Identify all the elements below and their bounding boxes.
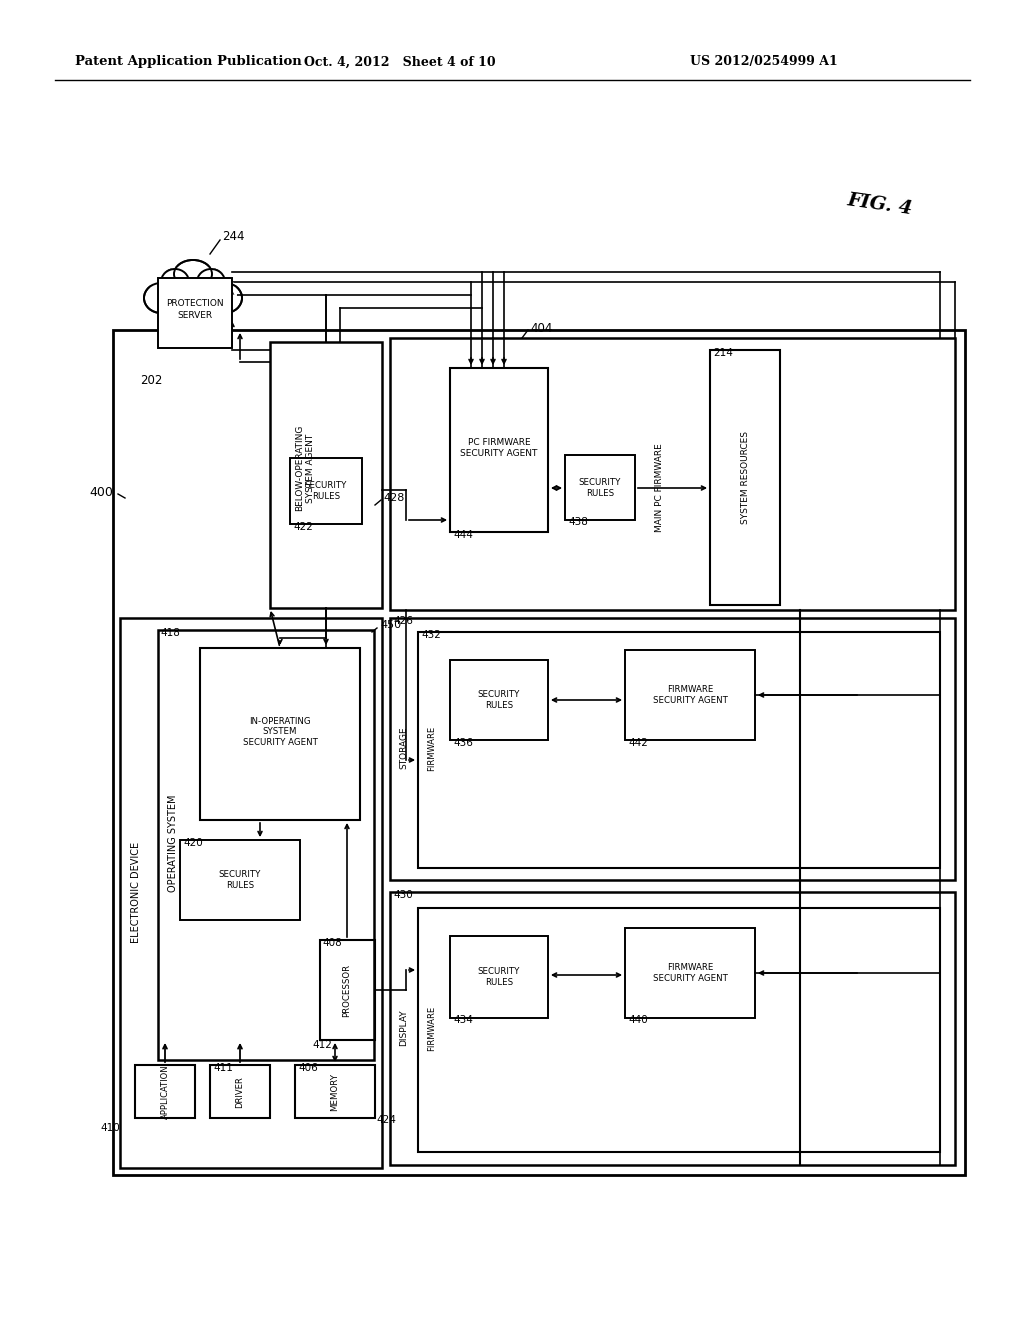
Ellipse shape <box>161 269 189 294</box>
Text: STORAGE: STORAGE <box>399 727 409 770</box>
Text: PC FIRMWARE
SECURITY AGENT: PC FIRMWARE SECURITY AGENT <box>461 438 538 458</box>
Text: PROTECTION: PROTECTION <box>166 298 224 308</box>
Text: 411: 411 <box>213 1063 232 1073</box>
Text: 418: 418 <box>160 628 180 638</box>
Ellipse shape <box>197 269 225 294</box>
Text: SECURITY
RULES: SECURITY RULES <box>478 968 520 987</box>
Bar <box>418 632 940 869</box>
Text: SECURITY
RULES: SECURITY RULES <box>219 870 261 890</box>
Text: MAIN PC FIRMWARE: MAIN PC FIRMWARE <box>655 444 665 532</box>
Text: FIG. 4: FIG. 4 <box>846 191 914 219</box>
Text: 400: 400 <box>89 486 113 499</box>
Bar <box>319 940 375 1040</box>
Text: APPLICATION: APPLICATION <box>161 1065 170 1119</box>
Text: 440: 440 <box>628 1015 648 1026</box>
Text: PROCESSOR: PROCESSOR <box>342 964 351 1016</box>
Text: 420: 420 <box>183 838 203 847</box>
Text: MEMORY: MEMORY <box>331 1073 340 1111</box>
Bar <box>450 936 548 1018</box>
Text: SYSTEM RESOURCES: SYSTEM RESOURCES <box>740 432 750 524</box>
Text: 450: 450 <box>380 620 401 630</box>
Text: 244: 244 <box>222 231 245 243</box>
Bar <box>390 892 955 1166</box>
Text: 426: 426 <box>393 616 413 626</box>
Bar <box>390 618 955 880</box>
Text: 202: 202 <box>140 374 163 387</box>
Text: 408: 408 <box>322 939 342 948</box>
Text: IN-OPERATING
SYSTEM
SECURITY AGENT: IN-OPERATING SYSTEM SECURITY AGENT <box>243 717 317 747</box>
Bar <box>290 458 362 524</box>
Bar <box>418 908 940 1152</box>
Text: Oct. 4, 2012   Sheet 4 of 10: Oct. 4, 2012 Sheet 4 of 10 <box>304 55 496 69</box>
Text: 422: 422 <box>293 521 313 532</box>
Ellipse shape <box>208 282 242 313</box>
Text: OPERATING SYSTEM: OPERATING SYSTEM <box>168 795 178 892</box>
Text: 428: 428 <box>383 492 404 503</box>
Bar <box>158 279 232 348</box>
Text: FIRMWARE: FIRMWARE <box>427 726 436 771</box>
Bar <box>270 342 382 609</box>
Text: 436: 436 <box>453 738 473 748</box>
Text: 434: 434 <box>453 1015 473 1026</box>
Bar <box>625 649 755 741</box>
Bar <box>450 660 548 741</box>
Text: 410: 410 <box>100 1123 120 1133</box>
Text: SERVER: SERVER <box>177 312 213 321</box>
Text: DISPLAY: DISPLAY <box>399 1010 409 1047</box>
Text: FIRMWARE
SECURITY AGENT: FIRMWARE SECURITY AGENT <box>652 964 727 982</box>
Bar <box>200 648 360 820</box>
Text: 438: 438 <box>568 517 588 527</box>
Text: 214: 214 <box>713 348 733 358</box>
Text: FIRMWARE: FIRMWARE <box>427 1006 436 1051</box>
Bar <box>113 330 965 1175</box>
Bar <box>210 1065 270 1118</box>
Text: 442: 442 <box>628 738 648 748</box>
Text: US 2012/0254999 A1: US 2012/0254999 A1 <box>690 55 838 69</box>
Bar <box>120 618 382 1168</box>
Bar <box>565 455 635 520</box>
Text: SECURITY
RULES: SECURITY RULES <box>478 690 520 710</box>
Text: 430: 430 <box>393 890 413 900</box>
Text: BELOW-OPERATING
SYSTEM AGENT: BELOW-OPERATING SYSTEM AGENT <box>295 425 314 511</box>
Bar <box>135 1065 195 1118</box>
Bar <box>158 630 374 1060</box>
Text: FIRMWARE
SECURITY AGENT: FIRMWARE SECURITY AGENT <box>652 685 727 705</box>
Ellipse shape <box>174 260 212 288</box>
Bar <box>450 368 548 532</box>
Bar <box>390 338 955 610</box>
Text: 444: 444 <box>453 531 473 540</box>
Bar <box>180 840 300 920</box>
Text: 412: 412 <box>312 1040 332 1049</box>
Ellipse shape <box>150 265 237 323</box>
Text: 404: 404 <box>530 322 552 334</box>
Ellipse shape <box>170 292 216 333</box>
Text: 406: 406 <box>298 1063 317 1073</box>
Bar <box>625 928 755 1018</box>
Text: DRIVER: DRIVER <box>236 1076 245 1107</box>
Ellipse shape <box>144 282 178 313</box>
Text: SECURITY
RULES: SECURITY RULES <box>579 478 622 498</box>
Text: 432: 432 <box>421 630 441 640</box>
Text: ELECTRONIC DEVICE: ELECTRONIC DEVICE <box>131 841 141 942</box>
Text: 424: 424 <box>376 1115 396 1125</box>
Bar <box>295 1065 375 1118</box>
Bar <box>710 350 780 605</box>
Text: SECURITY
RULES: SECURITY RULES <box>305 482 347 500</box>
Text: Patent Application Publication: Patent Application Publication <box>75 55 302 69</box>
